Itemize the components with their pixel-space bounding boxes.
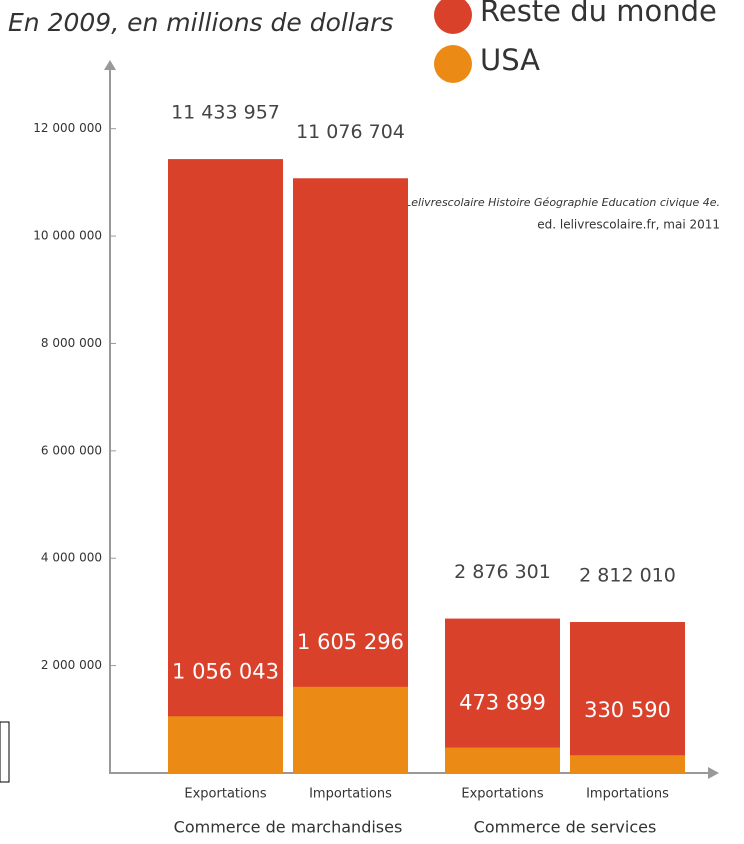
bar [445,618,560,773]
value-label: 2 812 010 [579,565,676,587]
value-label: 11 433 957 [171,102,280,124]
value-label: 473 899 [459,691,546,715]
legend-marker [434,0,472,34]
x-axis-arrow [708,767,719,779]
frame-artifact [0,721,10,783]
bar [293,178,408,773]
x-tick-label: Importations [309,787,392,802]
y-tick-label: 8 000 000 [41,336,102,350]
y-tick-label: 10 000 000 [33,229,102,243]
chart-title: En 2009, en millions de dollars [8,8,393,37]
value-label: 1 056 043 [172,659,279,683]
value-label: 11 076 704 [296,121,405,143]
source: ed. lelivrescolaire.fr, mai 2011 [537,218,720,232]
x-tick-label: Exportations [184,787,266,802]
legend-label: Reste du monde [480,0,717,28]
bar [293,686,408,773]
group-label: Commerce de marchandises [174,818,403,837]
value-label: 330 590 [584,698,671,722]
y-tick-label: 4 000 000 [41,551,102,565]
x-tick-label: Exportations [461,787,543,802]
y-tick-label: 6 000 000 [41,443,102,457]
value-label: 2 876 301 [454,561,551,583]
group-label: Commerce de services [474,818,657,837]
bar [570,622,685,773]
y-tick-label: 12 000 000 [33,121,102,135]
x-tick-label: Importations [586,787,669,802]
y-tick-label: 2 000 000 [41,658,102,672]
bar [168,716,283,773]
bar [168,159,283,773]
value-label: 1 605 296 [297,630,404,654]
bar [445,747,560,773]
source: Manuel Lelivrescolaire Histoire Géograph… [362,196,720,209]
legend-label: USA [480,43,540,77]
legend-marker [434,45,472,83]
y-axis-arrow [104,60,116,70]
bar [570,755,685,773]
